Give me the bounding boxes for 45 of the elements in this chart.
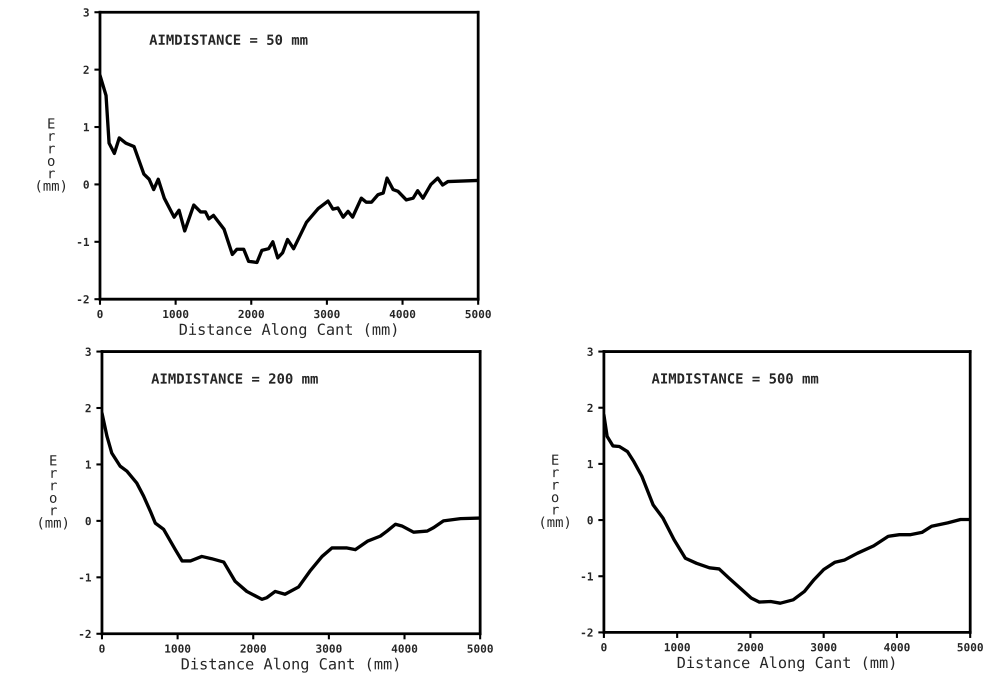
annotation: AIMDISTANCE = 200 mm <box>151 373 318 384</box>
x-tick-label: 4000 <box>390 310 416 318</box>
y-tick-label: 3 <box>587 348 593 356</box>
x-tick-label: 1000 <box>163 310 188 318</box>
x-tick-label: 0 <box>601 643 607 652</box>
x-axis-title: Distance Along Cant (mm) <box>182 658 398 673</box>
y-axis-title: Error (mm) <box>37 118 66 193</box>
x-tick-label: 5000 <box>958 643 983 652</box>
x-axis-title: Distance Along Cant (mm) <box>678 656 894 672</box>
x-tick-label: 4000 <box>392 644 418 653</box>
y-tick-label: 1 <box>86 460 92 469</box>
x-tick-label: 1000 <box>165 644 190 653</box>
y-tick-label: 2 <box>587 404 593 412</box>
x-tick-label: 2000 <box>238 310 264 318</box>
x-tick-label: 3000 <box>314 310 340 318</box>
y-axis-title: Error (mm) <box>39 455 68 530</box>
x-tick-label: 5000 <box>466 310 491 318</box>
y-tick-label: -1 <box>582 572 593 580</box>
x-axis-title: Distance Along Cant (mm) <box>180 323 396 338</box>
x-tick-label: 1000 <box>664 643 690 652</box>
y-tick-label: 2 <box>84 66 89 74</box>
y-tick-label: -2 <box>78 295 89 304</box>
x-tick-label: 5000 <box>468 644 493 653</box>
x-tick-label: 2000 <box>240 644 266 653</box>
y-tick-label: -1 <box>80 573 92 582</box>
y-axis-title: Error (mm) <box>541 454 569 529</box>
x-tick-label: 0 <box>97 310 103 318</box>
y-tick-label: 0 <box>84 180 89 189</box>
y-tick-label: 3 <box>86 348 91 356</box>
y-tick-label: 1 <box>588 460 593 468</box>
y-tick-label: 1 <box>84 123 90 132</box>
annotation: AIMDISTANCE = 500 mm <box>652 373 818 384</box>
y-tick-label: -2 <box>80 630 91 638</box>
y-tick-label: -1 <box>78 238 90 246</box>
y-tick-label: -2 <box>582 628 593 637</box>
y-tick-label: 2 <box>85 404 91 412</box>
y-tick-label: 3 <box>84 8 89 17</box>
x-tick-label: 4000 <box>884 643 910 652</box>
x-tick-label: 3000 <box>316 644 342 653</box>
annotation: AIMDISTANCE = 50 mm <box>149 34 308 45</box>
y-tick-label: 0 <box>587 516 593 524</box>
x-tick-label: 3000 <box>810 643 836 652</box>
x-tick-label: 0 <box>99 644 105 653</box>
x-tick-label: 2000 <box>738 643 764 652</box>
y-tick-label: 0 <box>86 516 91 526</box>
